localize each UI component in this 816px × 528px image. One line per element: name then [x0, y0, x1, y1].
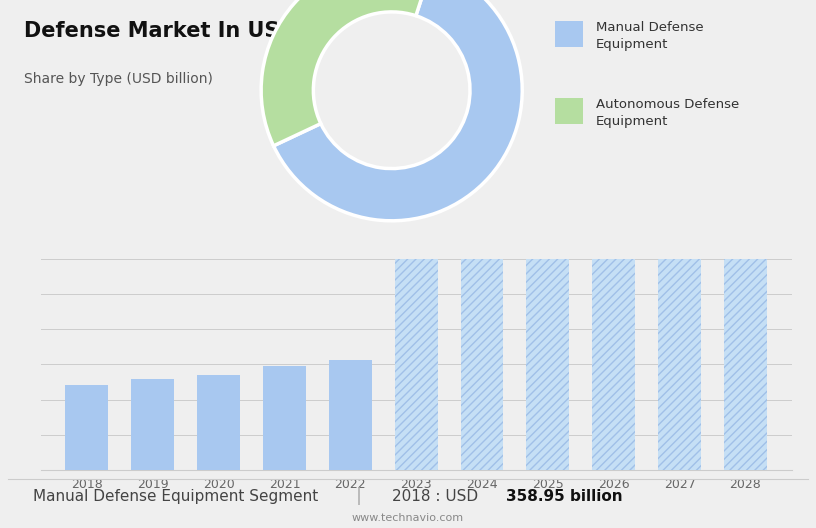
Text: Share by Type (USD billion): Share by Type (USD billion) [24, 72, 213, 87]
Text: Autonomous Defense
Equipment: Autonomous Defense Equipment [596, 98, 739, 128]
Bar [329, 360, 372, 470]
FancyBboxPatch shape [555, 98, 583, 124]
Text: Manual Defense Equipment Segment: Manual Defense Equipment Segment [33, 488, 318, 504]
Text: www.technavio.com: www.technavio.com [352, 513, 464, 523]
Wedge shape [261, 0, 432, 146]
Bar [460, 259, 503, 470]
Text: 2018 : USD: 2018 : USD [392, 488, 483, 504]
Text: Manual Defense
Equipment: Manual Defense Equipment [596, 21, 703, 51]
Text: |: | [356, 487, 362, 505]
Wedge shape [273, 0, 522, 221]
Bar [263, 366, 306, 470]
Text: 358.95 billion: 358.95 billion [506, 488, 623, 504]
Bar [526, 259, 570, 470]
Bar [395, 259, 437, 470]
Bar [724, 259, 767, 470]
Bar [131, 379, 174, 470]
FancyBboxPatch shape [555, 21, 583, 46]
Bar [659, 259, 701, 470]
Text: Defense Market In US: Defense Market In US [24, 21, 280, 41]
Bar [65, 385, 109, 470]
Bar [592, 259, 635, 470]
Bar [197, 375, 240, 470]
